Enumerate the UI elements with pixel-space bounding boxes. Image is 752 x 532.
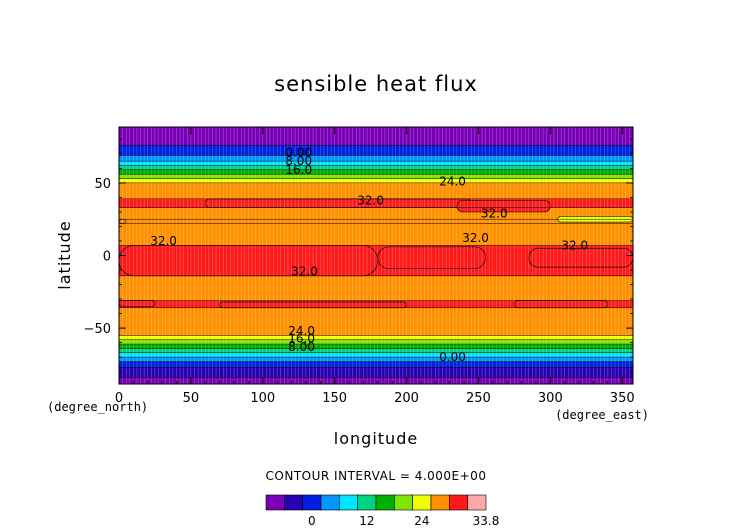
y-axis-label: latitude bbox=[55, 220, 74, 289]
chart-title: sensible heat flux bbox=[274, 72, 478, 96]
contour-label: 24.0 bbox=[288, 324, 315, 338]
colorbar-swatch bbox=[449, 494, 468, 511]
zonal-band bbox=[119, 339, 633, 345]
colorbar-swatch bbox=[394, 494, 413, 511]
zonal-band bbox=[119, 357, 633, 362]
x-tick-label: 0 bbox=[115, 391, 123, 406]
colorbar-swatch bbox=[284, 494, 303, 511]
y-unit: (degree_north) bbox=[47, 400, 148, 414]
zonal-band bbox=[119, 223, 633, 246]
x-tick-label: 50 bbox=[183, 391, 200, 406]
contour-label: 32.0 bbox=[291, 264, 318, 278]
x-tick-label: 250 bbox=[466, 391, 491, 406]
x-tick-label: 150 bbox=[322, 391, 347, 406]
zonal-band bbox=[119, 361, 633, 368]
zonal-band bbox=[119, 182, 633, 200]
zonal-band bbox=[119, 165, 633, 171]
colorbar-swatch bbox=[375, 494, 395, 511]
contour-label: 8.00 bbox=[285, 154, 312, 168]
y-tick-label: −50 bbox=[84, 322, 111, 337]
colorbar-swatch bbox=[302, 494, 322, 511]
contour-label: 16.0 bbox=[285, 163, 312, 177]
zonal-band bbox=[119, 174, 633, 179]
zonal-band bbox=[119, 348, 633, 354]
zonal-band bbox=[119, 161, 633, 166]
colorbar-swatch bbox=[265, 494, 285, 511]
contour-label: 32.0 bbox=[357, 193, 384, 207]
x-tick-label: 200 bbox=[394, 391, 419, 406]
zonal-band bbox=[119, 219, 633, 224]
contour-label: 0.00 bbox=[285, 145, 312, 159]
colorbar-swatch bbox=[430, 494, 450, 511]
colorbar-tick-label: 24 bbox=[414, 514, 429, 528]
y-tick-label: 0 bbox=[103, 250, 111, 265]
zonal-band bbox=[119, 367, 633, 378]
contour-label: 8.00 bbox=[288, 340, 315, 354]
axes: 0 50 100 150 200 250 300 350 −50 0 50 bbox=[84, 126, 635, 406]
contour-label: 32.0 bbox=[561, 238, 588, 252]
contour-label: 32.0 bbox=[481, 206, 508, 220]
contour-label: 16.0 bbox=[288, 331, 315, 345]
zonal-band bbox=[119, 352, 633, 358]
x-tick-label: 100 bbox=[250, 391, 275, 406]
contour-label: 32.0 bbox=[150, 234, 177, 248]
zonal-band bbox=[119, 344, 633, 349]
colorbar-tick-label: 12 bbox=[359, 514, 374, 528]
zonal-band bbox=[119, 145, 633, 156]
plot-area bbox=[119, 127, 633, 384]
colorbar-tick-label: 0 bbox=[308, 514, 316, 528]
colorbar-tick-label: 33.8 bbox=[473, 514, 500, 528]
x-tick-label: 350 bbox=[610, 391, 635, 406]
colorbar-swatch bbox=[467, 494, 487, 511]
zonal-band bbox=[119, 207, 633, 220]
colorbar-swatch bbox=[339, 494, 358, 511]
zonal-band bbox=[119, 335, 633, 341]
zonal-band bbox=[119, 275, 633, 301]
colorbar-swatch bbox=[357, 494, 377, 511]
contour-label: 32.0 bbox=[462, 231, 489, 245]
y-tick-label: 50 bbox=[94, 177, 111, 192]
zonal-band bbox=[119, 127, 633, 146]
zonal-band bbox=[119, 307, 633, 336]
zonal-band bbox=[119, 178, 633, 184]
contour-label: 24.0 bbox=[439, 174, 466, 188]
colorbar-swatch bbox=[412, 494, 432, 511]
colorbar-swatch bbox=[320, 494, 340, 511]
contour-label: 0.00 bbox=[439, 350, 466, 364]
zonal-band bbox=[119, 377, 633, 384]
x-axis-label: longitude bbox=[334, 429, 418, 448]
zonal-band bbox=[119, 155, 633, 162]
zonal-band bbox=[119, 169, 633, 175]
colorbar: 0 12 24 33.8 bbox=[265, 494, 500, 528]
x-tick-label: 300 bbox=[538, 391, 563, 406]
x-unit: (degree_east) bbox=[555, 408, 649, 422]
grid-lines bbox=[119, 127, 633, 384]
contour-interval: CONTOUR INTERVAL = 4.000E+00 bbox=[266, 469, 487, 483]
